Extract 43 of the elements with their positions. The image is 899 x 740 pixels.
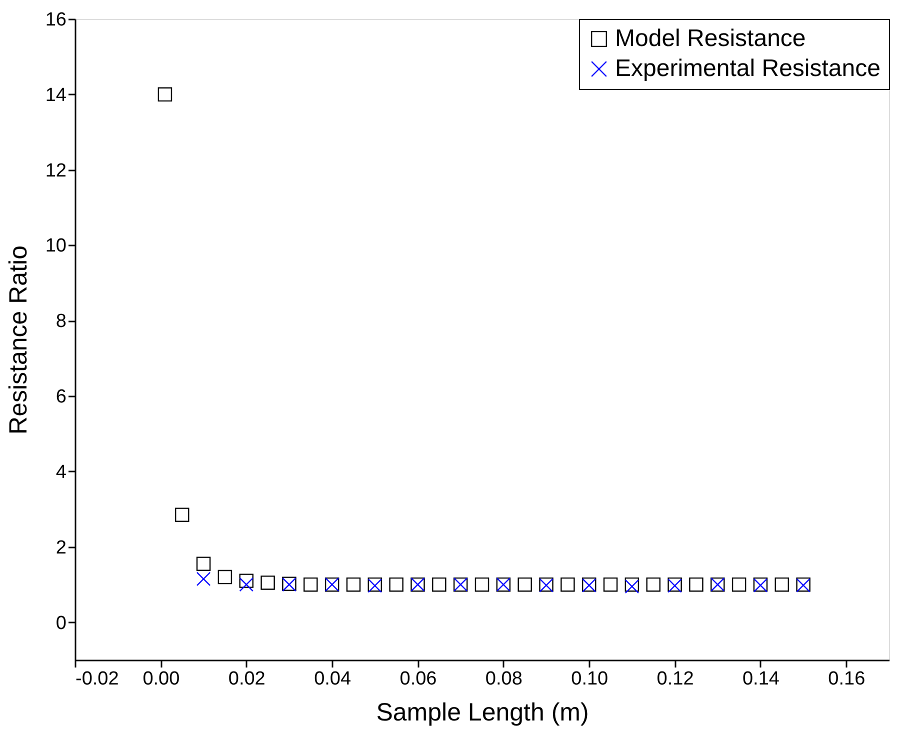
point <box>304 577 318 592</box>
x-tick-label: 0.02 <box>228 668 266 690</box>
x-tick-label: 0.00 <box>142 668 180 690</box>
x-tick-label: 0.14 <box>742 668 780 690</box>
point <box>518 577 532 592</box>
point <box>474 577 490 592</box>
x-tick-label: 0.10 <box>571 668 608 690</box>
point <box>196 556 211 571</box>
x-tick-label: 0.08 <box>485 668 522 690</box>
point <box>260 576 275 590</box>
point <box>239 577 254 592</box>
point <box>603 577 618 592</box>
legend-label: Experimental Resistance <box>615 55 880 82</box>
y-tick-label: 2 <box>56 537 66 558</box>
point <box>774 577 790 592</box>
point <box>560 577 575 592</box>
x-tick-label: 0.12 <box>656 668 694 690</box>
y-axis-title: Resistance Ratio <box>4 246 32 434</box>
point <box>346 577 361 592</box>
point <box>218 570 232 584</box>
point <box>158 87 172 102</box>
y-tick-label: 12 <box>45 160 66 182</box>
point <box>196 572 211 586</box>
point <box>732 577 746 592</box>
point <box>239 574 254 588</box>
point <box>646 577 660 592</box>
y-tick-label: 10 <box>45 236 66 257</box>
point <box>432 577 446 592</box>
x-tick-label: 0.06 <box>400 668 437 690</box>
x-tick-label: 0.04 <box>314 668 352 690</box>
y-tick-label: 6 <box>56 386 66 408</box>
legend-label: Model Resistance <box>615 25 806 52</box>
x-tick-label: -0.02 <box>76 668 119 690</box>
x-axis-title: Sample Length (m) <box>376 698 589 726</box>
y-tick-label: 14 <box>45 84 67 106</box>
point <box>389 577 404 592</box>
point <box>174 508 190 522</box>
y-tick-label: 0 <box>56 612 66 634</box>
point <box>689 577 704 592</box>
y-tick-label: 16 <box>45 10 66 30</box>
y-tick-label: 8 <box>56 311 66 332</box>
y-tick-label: 4 <box>56 462 67 483</box>
x-tick-label: 0.16 <box>828 668 866 690</box>
